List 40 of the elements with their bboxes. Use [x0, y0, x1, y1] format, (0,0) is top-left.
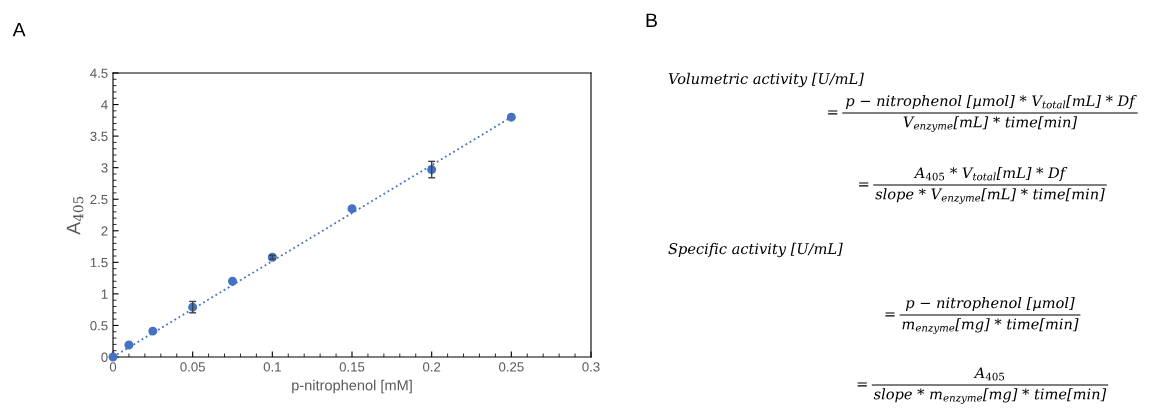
x-tick-label: 0.15: [339, 362, 365, 372]
y-tick-label: 0: [101, 352, 108, 362]
text: Volumetric activity [U/mL]: [668, 72, 864, 88]
x-tick-label: 0.2: [423, 362, 441, 372]
point: [148, 326, 158, 336]
text: m$_{enzyme}$[mg] * time[min]: [902, 318, 1079, 334]
point: [124, 340, 134, 350]
text: A$_{405}$ * V$_{total}$[mL] * Df: [913, 166, 1068, 182]
point: [347, 204, 357, 214]
y-tick-label: 3.5: [90, 131, 108, 142]
text: slope * V$_{enzyme}$[mL] * time[min]: [875, 188, 1105, 204]
text: =: [885, 312, 895, 317]
y-tick-label: 4: [101, 100, 108, 110]
y-axis-title: A$_{405}$: [66, 196, 84, 235]
text: slope * m$_{enzyme}$[mg] * time[min]: [873, 388, 1107, 404]
text: =: [857, 382, 867, 387]
text: Specific activity [U/mL]: [668, 242, 843, 258]
x-tick-label: 0.25: [499, 362, 524, 372]
text: p − nitrophenol [µmol] * V$_{total}$[mL] * Df: [845, 94, 1137, 110]
y-tick-label: 2.5: [90, 194, 108, 205]
x-tick-label: 0.3: [582, 362, 600, 372]
y-tick-label: 0.5: [90, 321, 108, 331]
text: V$_{enzyme}$[mL] * time[min]: [903, 116, 1078, 132]
y-tick-label: 3: [101, 163, 108, 173]
point: [228, 276, 237, 286]
y-tick-label: 1.5: [90, 258, 108, 268]
y-tick-label: 4.5: [90, 68, 108, 78]
y-tick-label: 2: [101, 226, 108, 236]
text: =: [859, 182, 869, 187]
x-tick-label: 0.05: [180, 362, 205, 372]
text: B: [646, 13, 657, 28]
text: =: [828, 110, 838, 115]
chart-title: A: [12, 22, 26, 37]
x-tick-label: 0.1: [263, 362, 281, 372]
y-tick-label: 1: [101, 289, 108, 299]
point: [506, 112, 516, 122]
x-axis-title: p-nitrophenol [mM]: [292, 379, 412, 394]
text: A$_{405}$: [973, 367, 1005, 381]
x-tick-label: 0: [109, 362, 117, 372]
text: p − nitrophenol [µmol]: [905, 296, 1075, 312]
